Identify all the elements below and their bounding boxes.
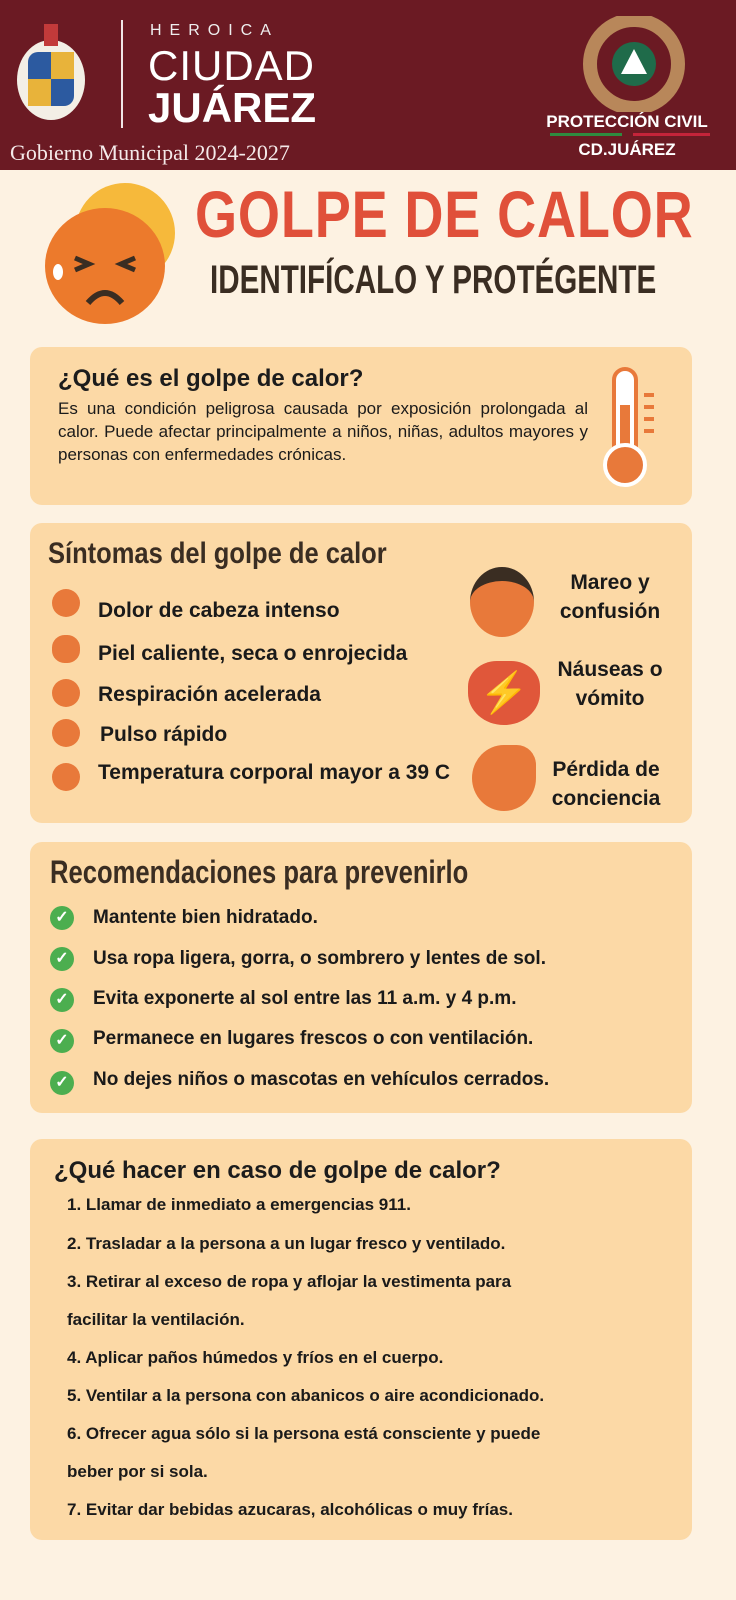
recommendation-item: Mantente bien hidratado. xyxy=(93,907,318,928)
action-step: 3. Retirar al exceso de ropa y aflojar l… xyxy=(67,1272,512,1291)
heroica-text: HEROICA xyxy=(150,22,279,39)
what-heading: ¿Qué es el golpe de calor? xyxy=(58,365,364,392)
action-step: 6. Ofrecer agua sólo si la persona está … xyxy=(67,1424,541,1443)
gobierno-text: Gobierno Municipal 2024-2027 xyxy=(10,140,290,165)
thermometer-icon xyxy=(603,367,654,487)
proteccion-civil-logo xyxy=(583,16,685,112)
symptom-item: Dolor de cabeza intenso xyxy=(98,599,340,622)
action-step: 1. Llamar de inmediato a emergencias 911… xyxy=(67,1195,411,1214)
headache-face-icon xyxy=(52,589,80,617)
pc-title: PROTECCIÓN CIVIL xyxy=(546,112,708,131)
subtitle: IDENTIFÍCALO Y PROTÉGENTE xyxy=(210,258,657,302)
sweating-sun-face-icon xyxy=(45,183,175,324)
divider xyxy=(121,20,123,128)
check-icon: ✓ xyxy=(50,906,74,930)
face-icon xyxy=(52,719,80,747)
hot-skin-icon xyxy=(52,635,80,663)
symptom-item: Pulso rápido xyxy=(100,723,228,746)
face-icon xyxy=(52,763,80,791)
recommendation-item: No dejes niños o mascotas en vehículos c… xyxy=(93,1069,550,1090)
action-step: 5. Ventilar a la persona con abanicos o … xyxy=(67,1386,545,1405)
unconscious-face-icon xyxy=(472,745,536,811)
what-text: Es una condición peligrosa causada por e… xyxy=(58,399,588,464)
symptom-right: Mareo y confusión xyxy=(559,571,661,623)
header-banner: HEROICA CIUDAD JUÁREZ Gobierno Municipal… xyxy=(0,0,736,170)
pc-city: CD.JUÁREZ xyxy=(578,140,676,159)
action-step: 4. Aplicar paños húmedos y fríos en el c… xyxy=(67,1348,444,1367)
city-crest-logo xyxy=(17,24,85,120)
symptoms-card: Síntomas del golpe de calor Dolor de cab… xyxy=(30,523,692,823)
juarez-text: JUÁREZ xyxy=(148,84,317,131)
action-card: ¿Qué hacer en caso de golpe de calor? 1.… xyxy=(30,1139,692,1540)
check-icon: ✓ xyxy=(50,947,74,971)
action-step: facilitar la ventilación. xyxy=(67,1310,245,1329)
dizzy-face-icon xyxy=(470,567,534,637)
ciudad-text: CIUDAD xyxy=(148,42,316,89)
main-title: GOLPE DE CALOR xyxy=(195,177,694,251)
recommendation-item: Permanece en lugares frescos o con venti… xyxy=(93,1028,534,1049)
action-step: 2. Trasladar a la persona a un lugar fre… xyxy=(67,1234,506,1253)
what-is-card: ¿Qué es el golpe de calor? Es una condic… xyxy=(30,347,692,505)
symptom-item: Temperatura corporal mayor a 39 C xyxy=(98,761,451,784)
check-icon: ✓ xyxy=(50,988,74,1012)
recommendation-item: Evita exponerte al sol entre las 11 a.m.… xyxy=(93,988,517,1009)
prevention-card: Recomendaciones para prevenirlo ✓ Manten… xyxy=(30,842,692,1113)
check-icon: ✓ xyxy=(50,1071,74,1095)
action-step: beber por si sola. xyxy=(67,1462,208,1481)
symptom-right: Pérdida de conciencia xyxy=(551,758,661,810)
heart-lightning-icon: ⚡ xyxy=(468,661,540,725)
action-step: 7. Evitar dar bebidas azucaras, alcohóli… xyxy=(67,1500,513,1519)
recommendation-item: Usa ropa ligera, gorra, o sombrero y len… xyxy=(93,948,546,969)
symptom-right: Náuseas o vómito xyxy=(557,658,663,710)
symptoms-heading: Síntomas del golpe de calor xyxy=(48,537,387,570)
broken-heart-icon xyxy=(52,679,80,707)
action-heading: ¿Qué hacer en caso de golpe de calor? xyxy=(54,1157,501,1184)
check-icon: ✓ xyxy=(50,1029,74,1053)
prevention-heading: Recomendaciones para prevenirlo xyxy=(50,854,469,890)
flag-stripe xyxy=(550,133,710,136)
symptom-item: Piel caliente, seca o enrojecida xyxy=(98,642,408,665)
symptom-item: Respiración acelerada xyxy=(98,683,321,706)
